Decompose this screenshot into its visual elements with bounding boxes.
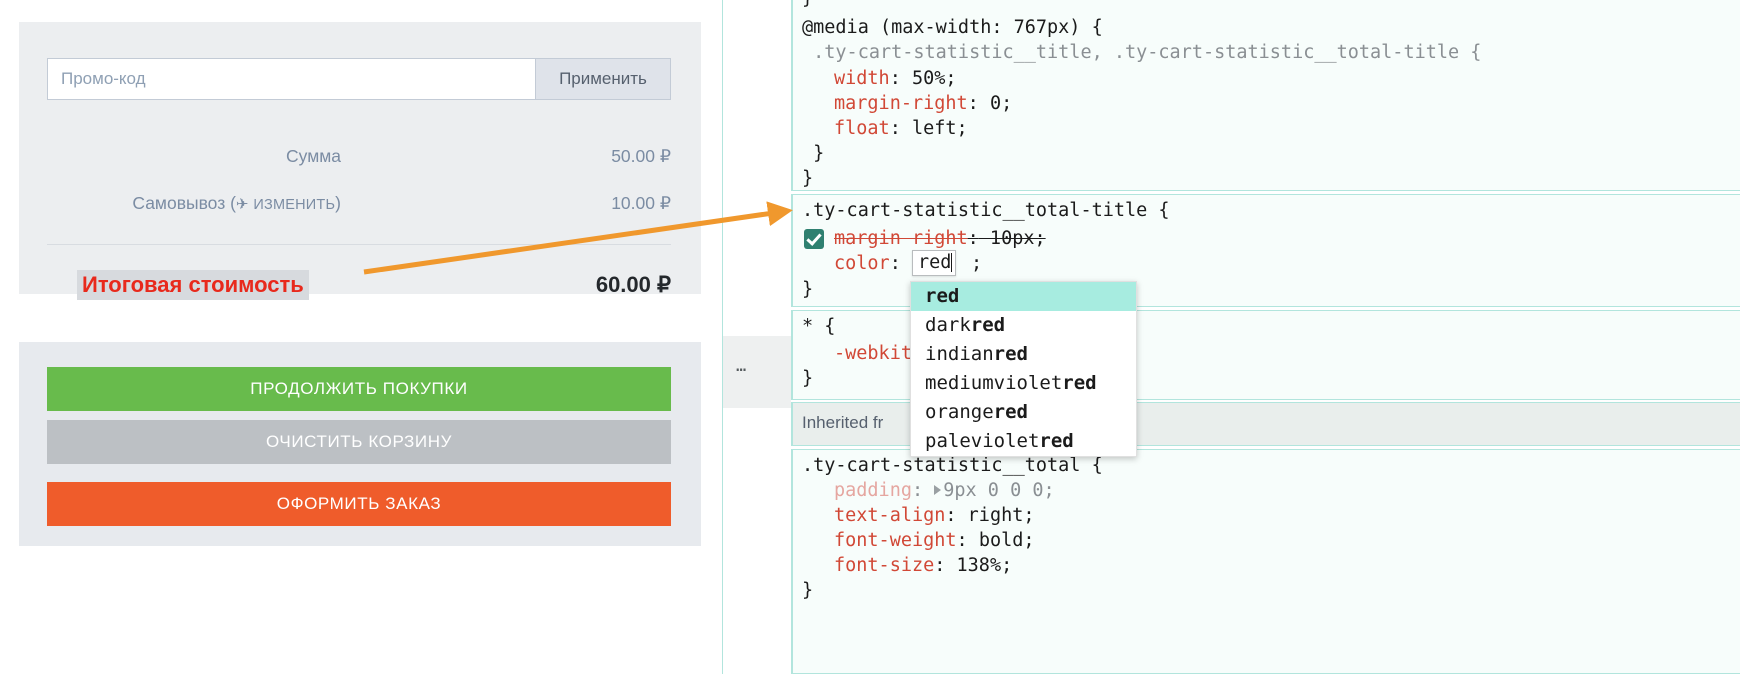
storefront-cart-panel: Применить Сумма 50.00 ₽ Самовывоз (✈ ИЗМ… — [0, 0, 720, 674]
value-font-weight[interactable]: bold; — [978, 530, 1035, 551]
autocomplete-item[interactable]: indianred — [911, 340, 1136, 369]
shipping-label: Самовывоз (✈ ИЗМЕНИТЬ) — [132, 193, 341, 214]
value-text-align[interactable]: right; — [967, 505, 1035, 526]
ac-prefix: paleviolet — [925, 430, 1040, 452]
prop-padding[interactable]: padding — [834, 480, 912, 501]
change-shipping-link[interactable]: ИЗМЕНИТЬ — [253, 197, 336, 213]
cart-actions-card: ПРОДОЛЖИТЬ ПОКУПКИ ОЧИСТИТЬ КОРЗИНУ ОФОР… — [19, 342, 701, 546]
ac-prefix: indian — [925, 343, 994, 365]
rule-accent-bar — [791, 403, 793, 445]
promo-code-input[interactable] — [47, 58, 535, 100]
value-padding[interactable]: 9px 0 0 0; — [943, 480, 1055, 501]
autocomplete-item[interactable]: red — [911, 282, 1136, 311]
value-margin-right-struck[interactable]: 10px; — [978, 228, 1046, 249]
devtools-left-border — [722, 0, 723, 674]
media-close-inner: } — [802, 143, 825, 164]
ac-match: red — [1062, 372, 1097, 394]
media-close-outer: } — [802, 168, 814, 189]
cart-total-title: Итоговая стоимость — [77, 270, 309, 300]
subtotal-value: 50.00 ₽ — [611, 146, 671, 166]
clear-cart-button[interactable]: ОЧИСТИТЬ КОРЗИНУ — [47, 420, 671, 464]
total-title-selector[interactable]: .ty-cart-statistic__total-title { — [802, 200, 1170, 221]
gutter-band — [723, 336, 791, 408]
prop-width[interactable]: width — [834, 68, 890, 89]
declaration-checkbox-margin-right[interactable] — [804, 229, 824, 249]
autocomplete-item[interactable]: mediumvioletred — [911, 369, 1136, 398]
prop-margin-right-struck[interactable]: margin right — [834, 228, 968, 249]
shipping-value: 10.00 ₽ — [611, 193, 671, 213]
text-caret — [951, 253, 953, 272]
subtotal-label: Сумма — [286, 146, 341, 166]
prop-float[interactable]: float — [834, 118, 890, 139]
autocomplete-item[interactable]: orangered — [911, 398, 1136, 427]
universal-close: } — [802, 368, 814, 389]
ac-prefix: orange — [925, 401, 994, 423]
media-decl-margin-right[interactable]: margin-right: 0; — [834, 93, 1013, 114]
rule-accent-bar — [791, 450, 793, 673]
ac-match: red — [925, 285, 960, 307]
css-rule-total — [791, 449, 1740, 674]
prop-text-align[interactable]: text-align — [834, 505, 946, 526]
cart-total-value: 60.00 ₽ — [595, 272, 671, 297]
shipping-label-prefix: Самовывоз ( — [132, 193, 236, 213]
value-float[interactable]: left; — [911, 118, 968, 139]
cart-statistic-row-shipping: Самовывоз (✈ ИЗМЕНИТЬ) 10.00 ₽ — [47, 193, 671, 223]
total-rule-decl-padding[interactable]: padding: 9px 0 0 0; — [834, 480, 1055, 501]
rule-accent-bar — [791, 195, 793, 306]
ac-match: red — [993, 343, 1028, 365]
autocomplete-item[interactable]: darkred — [911, 311, 1136, 340]
total-title-decl-color[interactable]: color: — [834, 253, 912, 274]
value-margin-right[interactable]: 0; — [989, 93, 1013, 114]
rule-accent-bar — [791, 0, 793, 190]
total-rule-decl-font-size[interactable]: font-size: 138%; — [834, 555, 1013, 576]
ac-match: red — [993, 401, 1028, 423]
plane-icon: ✈ — [235, 196, 249, 213]
apply-promo-button[interactable]: Применить — [535, 58, 671, 100]
continue-shopping-button[interactable]: ПРОДОЛЖИТЬ ПОКУПКИ — [47, 367, 671, 411]
prop-font-size[interactable]: font-size — [834, 555, 935, 576]
ac-prefix: mediumviolet — [925, 372, 1063, 394]
gutter-ellipsis[interactable]: … — [736, 356, 749, 376]
ac-match: red — [1039, 430, 1074, 452]
cart-divider — [47, 244, 671, 245]
css-value-autocomplete[interactable]: red darkred indianred mediumvioletred or… — [910, 281, 1137, 457]
value-width[interactable]: 50%; — [911, 68, 957, 89]
promo-code-row: Применить — [47, 58, 671, 100]
media-decl-float[interactable]: float: left; — [834, 118, 968, 139]
value-font-size[interactable]: 138%; — [956, 555, 1013, 576]
total-rule-selector[interactable]: .ty-cart-statistic__total { — [802, 455, 1103, 476]
total-title-color-semicolon: ; — [971, 253, 983, 274]
total-title-close: } — [802, 279, 814, 300]
prop-margin-right[interactable]: margin-right — [834, 93, 968, 114]
edit-box-value[interactable]: red — [918, 252, 952, 273]
ac-match: red — [970, 314, 1006, 336]
cart-total-row: Итоговая стоимость 60.00 ₽ — [47, 270, 671, 300]
media-at-rule[interactable]: @media (max-width: 767px) { — [802, 17, 1103, 38]
prop-color[interactable]: color — [834, 253, 890, 274]
shipping-label-suffix: ) — [335, 193, 341, 213]
media-selector[interactable]: .ty-cart-statistic__title, .ty-cart-stat… — [802, 42, 1482, 63]
devtools-styles-pane: … } @media (max-width: 767px) { .ty-cart… — [722, 0, 1740, 674]
checkout-button[interactable]: ОФОРМИТЬ ЗАКАЗ — [47, 482, 671, 526]
prop-font-weight[interactable]: font-weight — [834, 530, 957, 551]
css-value-edit-box[interactable]: red — [912, 250, 957, 276]
total-rule-close: } — [802, 580, 814, 601]
inherited-from-label: Inherited fr — [802, 413, 884, 432]
cart-statistic-row-subtotal: Сумма 50.00 ₽ — [47, 146, 671, 176]
total-rule-decl-font-weight[interactable]: font-weight: bold; — [834, 530, 1035, 551]
cart-statistics-card: Применить Сумма 50.00 ₽ Самовывоз (✈ ИЗМ… — [19, 22, 701, 300]
media-close-top: } — [802, 0, 813, 11]
ac-prefix: dark — [925, 314, 971, 336]
total-title-decl-margin-right[interactable]: margin right: 10px; — [834, 228, 1046, 249]
expand-triangle-icon[interactable] — [934, 485, 942, 495]
autocomplete-item[interactable]: palevioletred — [911, 427, 1136, 456]
css-rule-media — [791, 0, 1740, 191]
rule-accent-bar — [791, 311, 793, 399]
total-rule-decl-text-align[interactable]: text-align: right; — [834, 505, 1035, 526]
media-decl-width[interactable]: width: 50%; — [834, 68, 957, 89]
universal-selector[interactable]: * { — [802, 316, 836, 337]
